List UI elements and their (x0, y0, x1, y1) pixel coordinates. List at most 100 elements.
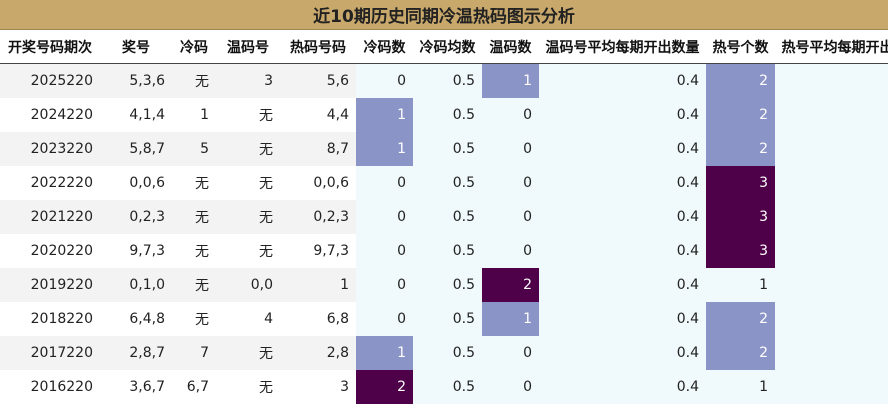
warm-average-cell: 0.4 (539, 233, 706, 268)
cold-count-cell: 1 (356, 335, 413, 370)
cold-average-cell: 0.5 (413, 301, 482, 336)
hot-number-cell: 4,4 (280, 97, 356, 132)
hot-number-cell: 8,7 (280, 131, 356, 166)
warm-number-cell: 4 (216, 301, 280, 336)
cold-number-cell: 7 (172, 335, 216, 370)
hot-number-cell: 2,8 (280, 335, 356, 370)
hot-number-cell: 9,7,3 (280, 233, 356, 268)
cold-count-cell: 0 (356, 63, 413, 98)
hot-number-cell: 0,2,3 (280, 199, 356, 234)
hot-count-cell: 3 (706, 165, 775, 200)
column-header: 热号平均每期开出数量 (775, 30, 888, 64)
draw-number-cell: 4,1,4 (100, 97, 172, 132)
hot-average-cell: 2.1 (775, 335, 888, 370)
period-cell: 2017220 (0, 335, 100, 370)
hot-average-cell: 2.1 (775, 165, 888, 200)
hot-number-cell: 5,6 (280, 63, 356, 98)
cold-count-cell: 1 (356, 97, 413, 132)
draw-number-cell: 0,1,0 (100, 267, 172, 302)
hot-count-cell: 3 (706, 233, 775, 268)
column-header: 冷码 (172, 30, 216, 64)
hot-count-cell: 1 (706, 267, 775, 302)
warm-average-cell: 0.4 (539, 131, 706, 166)
hot-count-cell: 2 (706, 131, 775, 166)
column-header: 温码号 (216, 30, 280, 64)
cold-count-cell: 0 (356, 301, 413, 336)
warm-average-cell: 0.4 (539, 165, 706, 200)
warm-number-cell: 无 (216, 199, 280, 234)
cold-number-cell: 无 (172, 165, 216, 200)
period-cell: 2020220 (0, 233, 100, 268)
cold-number-cell: 无 (172, 63, 216, 98)
cold-number-cell: 无 (172, 267, 216, 302)
warm-count-cell: 0 (482, 335, 539, 370)
cold-average-cell: 0.5 (413, 199, 482, 234)
draw-number-cell: 0,0,6 (100, 165, 172, 200)
column-header: 开奖号码期次 (0, 30, 100, 64)
warm-count-cell: 0 (482, 369, 539, 404)
hot-average-cell: 2.1 (775, 233, 888, 268)
warm-count-cell: 0 (482, 233, 539, 268)
warm-number-cell: 无 (216, 165, 280, 200)
period-cell: 2018220 (0, 301, 100, 336)
hot-average-cell: 2.1 (775, 131, 888, 166)
warm-average-cell: 0.4 (539, 267, 706, 302)
cold-average-cell: 0.5 (413, 369, 482, 404)
page-title: 近10期历史同期冷温热码图示分析 (0, 0, 888, 30)
hot-average-cell: 2.1 (775, 369, 888, 404)
draw-number-cell: 6,4,8 (100, 301, 172, 336)
analysis-table: 开奖号码期次 奖号 冷码 温码号 热码号码 冷码数 冷码均数 温码数 温码号平均… (0, 30, 888, 404)
warm-number-cell: 无 (216, 369, 280, 404)
warm-count-cell: 1 (482, 63, 539, 98)
cold-number-cell: 无 (172, 233, 216, 268)
draw-number-cell: 9,7,3 (100, 233, 172, 268)
column-header: 冷码数 (356, 30, 413, 64)
cold-average-cell: 0.5 (413, 63, 482, 98)
warm-average-cell: 0.4 (539, 301, 706, 336)
cold-number-cell: 无 (172, 301, 216, 336)
cold-number-cell: 无 (172, 199, 216, 234)
hot-average-cell: 2.1 (775, 199, 888, 234)
period-cell: 2019220 (0, 267, 100, 302)
cold-number-cell: 1 (172, 97, 216, 132)
warm-number-cell: 无 (216, 233, 280, 268)
warm-count-cell: 0 (482, 165, 539, 200)
warm-count-cell: 0 (482, 97, 539, 132)
period-cell: 2022220 (0, 165, 100, 200)
hot-average-cell: 2.1 (775, 63, 888, 98)
column-header: 热码号码 (280, 30, 356, 64)
warm-number-cell: 0,0 (216, 267, 280, 302)
cold-average-cell: 0.5 (413, 335, 482, 370)
hot-number-cell: 6,8 (280, 301, 356, 336)
column-header: 温码号平均每期开出数量 (539, 30, 706, 64)
cold-count-cell: 0 (356, 267, 413, 302)
draw-number-cell: 0,2,3 (100, 199, 172, 234)
hot-average-cell: 2.1 (775, 301, 888, 336)
column-header: 温码数 (482, 30, 539, 64)
warm-average-cell: 0.4 (539, 199, 706, 234)
hot-number-cell: 1 (280, 267, 356, 302)
column-header: 冷码均数 (413, 30, 482, 64)
cold-average-cell: 0.5 (413, 97, 482, 132)
cold-count-cell: 0 (356, 165, 413, 200)
draw-number-cell: 5,8,7 (100, 131, 172, 166)
cold-average-cell: 0.5 (413, 131, 482, 166)
cold-average-cell: 0.5 (413, 233, 482, 268)
period-cell: 2025220 (0, 63, 100, 98)
period-cell: 2024220 (0, 97, 100, 132)
cold-average-cell: 0.5 (413, 165, 482, 200)
cold-number-cell: 5 (172, 131, 216, 166)
period-cell: 2016220 (0, 369, 100, 404)
warm-number-cell: 无 (216, 335, 280, 370)
hot-number-cell: 3 (280, 369, 356, 404)
cold-count-cell: 0 (356, 199, 413, 234)
warm-average-cell: 0.4 (539, 97, 706, 132)
column-header: 奖号 (100, 30, 172, 64)
hot-count-cell: 2 (706, 63, 775, 98)
